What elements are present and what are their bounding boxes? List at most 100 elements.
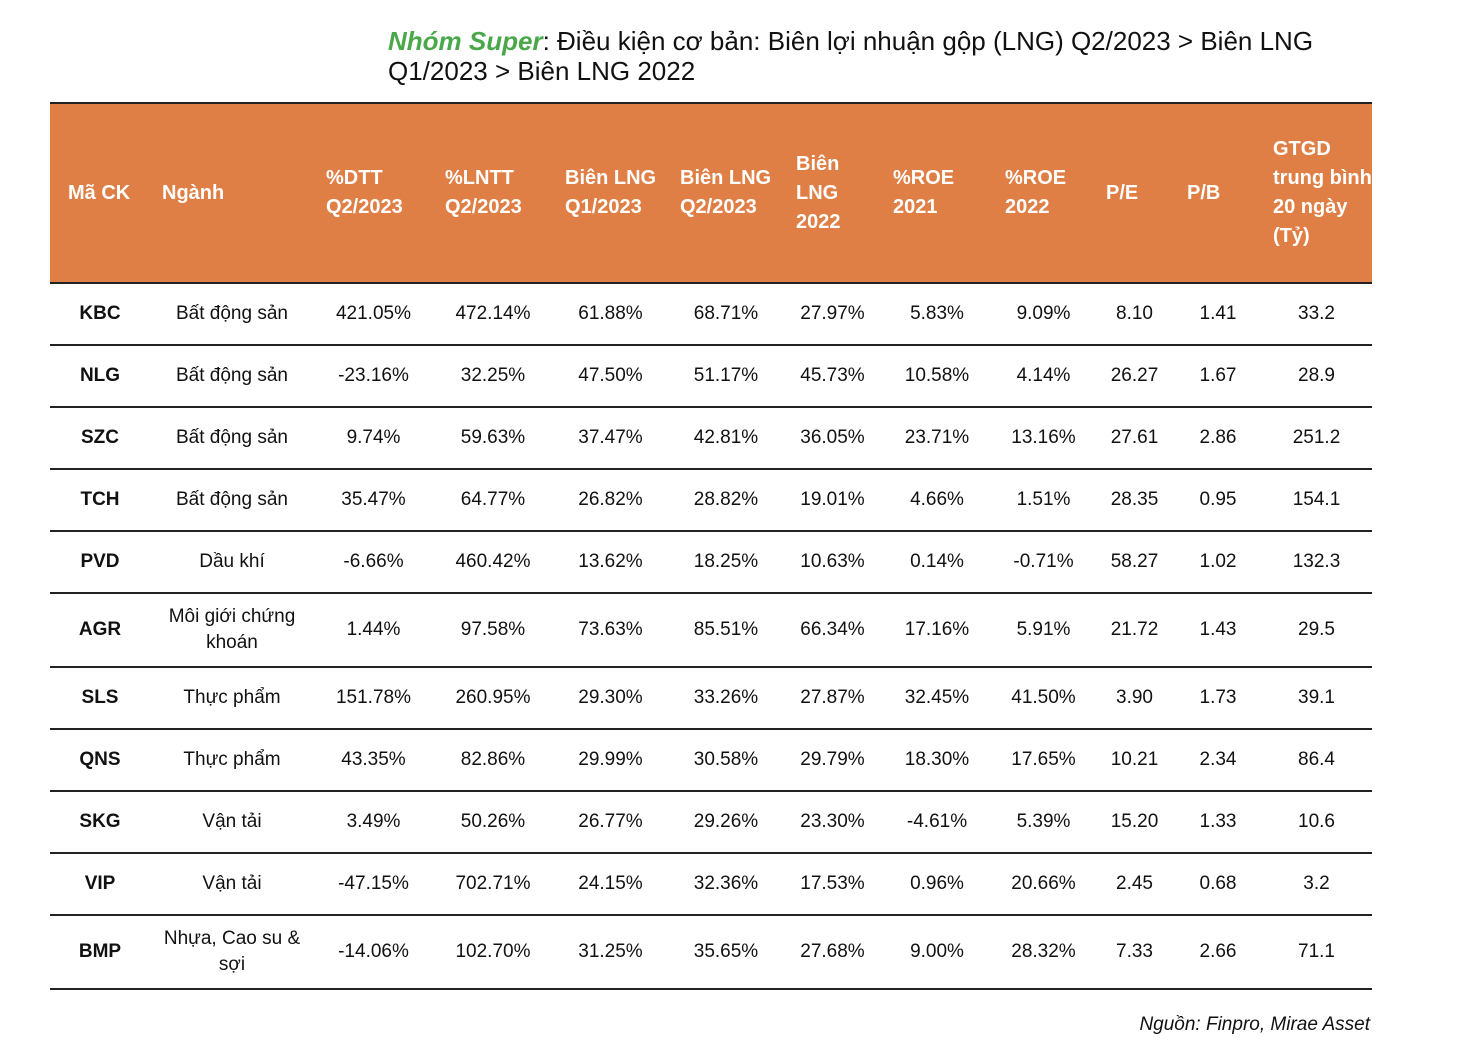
col-header-pe: P/E <box>1094 102 1175 284</box>
value-cell: 472.14% <box>433 283 553 346</box>
value-cell: 71.1 <box>1261 915 1372 990</box>
value-cell: 2.66 <box>1175 915 1261 990</box>
col-header-roe-2022: %ROE 2022 <box>993 102 1094 284</box>
value-cell: 85.51% <box>668 593 784 668</box>
table-row: SKG Vận tải 3.49% 50.26% 26.77% 29.26% 23.30% -… <box>50 791 1372 854</box>
col-header-nganh: Ngành <box>150 102 314 284</box>
value-cell: 43.35% <box>314 729 433 792</box>
value-cell: 1.02 <box>1175 531 1261 594</box>
value-cell: 27.97% <box>784 283 881 346</box>
ticker-cell: TCH <box>50 469 150 532</box>
value-cell: 32.25% <box>433 345 553 408</box>
value-cell: 13.62% <box>553 531 668 594</box>
value-cell: 18.25% <box>668 531 784 594</box>
sector-cell: Bất động sản <box>150 469 314 532</box>
value-cell: 37.47% <box>553 407 668 470</box>
col-header-roe-2021: %ROE 2021 <box>881 102 993 284</box>
value-cell: 702.71% <box>433 853 553 916</box>
table-row: AGR Môi giới chứng khoán 1.44% 97.58% 73.63%… <box>50 593 1372 668</box>
value-cell: -6.66% <box>314 531 433 594</box>
page-title: Nhóm Super: Điều kiện cơ bản: Biên lợi n… <box>388 26 1388 86</box>
value-cell: 3.2 <box>1261 853 1372 916</box>
value-cell: 20.66% <box>993 853 1094 916</box>
col-header-pb: P/B <box>1175 102 1261 284</box>
value-cell: 5.83% <box>881 283 993 346</box>
value-cell: 0.68 <box>1175 853 1261 916</box>
value-cell: 35.47% <box>314 469 433 532</box>
value-cell: 2.45 <box>1094 853 1175 916</box>
value-cell: -47.15% <box>314 853 433 916</box>
table-row: SLS Thực phẩm 151.78% 260.95% 29.30% 33.26% 27… <box>50 667 1372 730</box>
ticker-cell: VIP <box>50 853 150 916</box>
value-cell: 0.96% <box>881 853 993 916</box>
value-cell: 50.26% <box>433 791 553 854</box>
value-cell: 27.87% <box>784 667 881 730</box>
table-row: NLG Bất động sản -23.16% 32.25% 47.50% 51.17%… <box>50 345 1372 408</box>
col-header-ma-ck: Mã CK <box>50 102 150 284</box>
criteria-text: : Điều kiện cơ bản: Biên lợi nhuận gộp (… <box>388 26 1314 86</box>
value-cell: 421.05% <box>314 283 433 346</box>
value-cell: 4.14% <box>993 345 1094 408</box>
value-cell: 68.71% <box>668 283 784 346</box>
sector-cell: Bất động sản <box>150 345 314 408</box>
col-header-lng-q1: Biên LNG Q1/2023 <box>553 102 668 284</box>
table-row: TCH Bất động sản 35.47% 64.77% 26.82% 28.82% 1… <box>50 469 1372 532</box>
sector-cell: Vận tải <box>150 791 314 854</box>
value-cell: 3.49% <box>314 791 433 854</box>
sector-cell: Vận tải <box>150 853 314 916</box>
value-cell: 7.33 <box>1094 915 1175 990</box>
stock-table: Mã CK Ngành %DTT Q2/2023 %LNTT Q2/2023 B… <box>50 102 1372 990</box>
ticker-cell: NLG <box>50 345 150 408</box>
value-cell: 21.72 <box>1094 593 1175 668</box>
value-cell: 1.33 <box>1175 791 1261 854</box>
value-cell: 1.73 <box>1175 667 1261 730</box>
ticker-cell: SKG <box>50 791 150 854</box>
value-cell: 9.09% <box>993 283 1094 346</box>
value-cell: 3.90 <box>1094 667 1175 730</box>
source-note: Nguồn: Finpro, Mirae Asset <box>1139 1014 1370 1035</box>
value-cell: 73.63% <box>553 593 668 668</box>
value-cell: 97.58% <box>433 593 553 668</box>
value-cell: 8.10 <box>1094 283 1175 346</box>
value-cell: 1.43 <box>1175 593 1261 668</box>
col-header-lng-2022: Biên LNG 2022 <box>784 102 881 284</box>
ticker-cell: SLS <box>50 667 150 730</box>
value-cell: 32.36% <box>668 853 784 916</box>
value-cell: 26.27 <box>1094 345 1175 408</box>
value-cell: 66.34% <box>784 593 881 668</box>
header-row: Mã CK Ngành %DTT Q2/2023 %LNTT Q2/2023 B… <box>50 102 1372 284</box>
value-cell: 33.26% <box>668 667 784 730</box>
value-cell: 64.77% <box>433 469 553 532</box>
value-cell: 58.27 <box>1094 531 1175 594</box>
value-cell: 17.16% <box>881 593 993 668</box>
col-header-lng-q2: Biên LNG Q2/2023 <box>668 102 784 284</box>
value-cell: 1.41 <box>1175 283 1261 346</box>
table-row: SZC Bất động sản 9.74% 59.63% 37.47% 42.81% 36… <box>50 407 1372 470</box>
value-cell: -0.71% <box>993 531 1094 594</box>
value-cell: 17.53% <box>784 853 881 916</box>
value-cell: 47.50% <box>553 345 668 408</box>
value-cell: 59.63% <box>433 407 553 470</box>
group-name: Nhóm Super <box>388 26 543 56</box>
value-cell: 1.44% <box>314 593 433 668</box>
ticker-cell: PVD <box>50 531 150 594</box>
value-cell: 29.99% <box>553 729 668 792</box>
table-row: KBC Bất động sản 421.05% 472.14% 61.88% 68.71… <box>50 283 1372 346</box>
value-cell: 26.77% <box>553 791 668 854</box>
table-body: KBC Bất động sản 421.05% 472.14% 61.88% 68.71… <box>50 283 1372 990</box>
value-cell: 41.50% <box>993 667 1094 730</box>
value-cell: 26.82% <box>553 469 668 532</box>
value-cell: 28.9 <box>1261 345 1372 408</box>
value-cell: 45.73% <box>784 345 881 408</box>
sector-cell: Thực phẩm <box>150 729 314 792</box>
value-cell: 251.2 <box>1261 407 1372 470</box>
table-row: BMP Nhựa, Cao su & sợi -14.06% 102.70% 31.25… <box>50 915 1372 990</box>
value-cell: 28.82% <box>668 469 784 532</box>
sector-cell: Bất động sản <box>150 283 314 346</box>
value-cell: 17.65% <box>993 729 1094 792</box>
value-cell: 1.51% <box>993 469 1094 532</box>
value-cell: 260.95% <box>433 667 553 730</box>
value-cell: 0.14% <box>881 531 993 594</box>
value-cell: -23.16% <box>314 345 433 408</box>
table-row: PVD Dầu khí -6.66% 460.42% 13.62% 18.25% 10.63… <box>50 531 1372 594</box>
